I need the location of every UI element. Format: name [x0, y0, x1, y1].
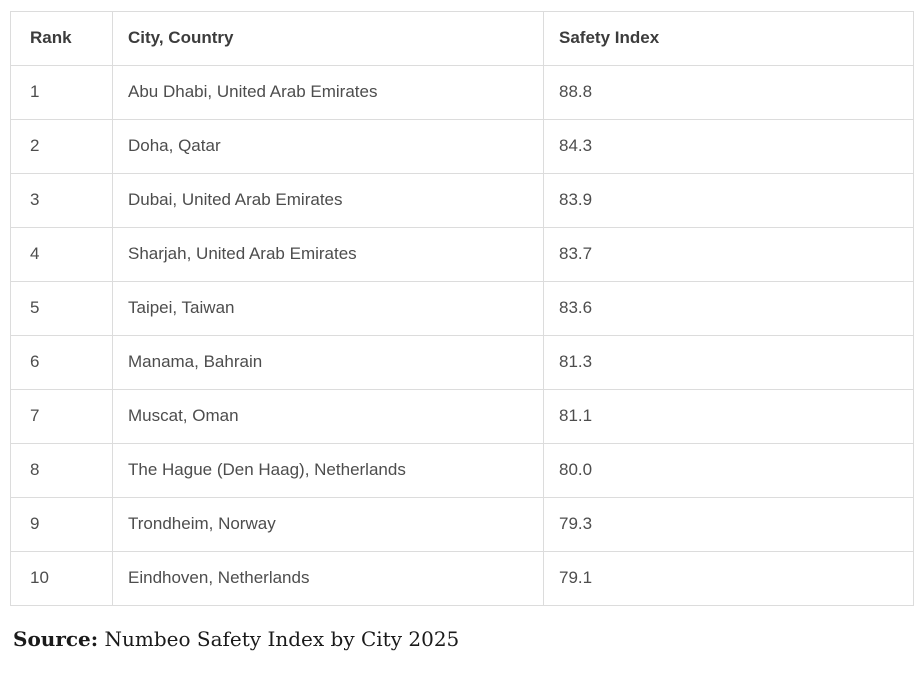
safety-index-cell: 80.0 [543, 443, 914, 498]
city-country-cell: The Hague (Den Haag), Netherlands [112, 443, 544, 498]
table-header-row: Rank City, Country Safety Index [10, 11, 914, 66]
rank-cell: 2 [10, 119, 113, 174]
city-country-cell: Eindhoven, Netherlands [112, 551, 544, 606]
table-row: 9 Trondheim, Norway 79.3 [10, 497, 914, 552]
safety-index-cell: 84.3 [543, 119, 914, 174]
rank-cell: 6 [10, 335, 113, 390]
rank-cell: 4 [10, 227, 113, 282]
table-row: 6 Manama, Bahrain 81.3 [10, 335, 914, 390]
safety-index-cell: 83.7 [543, 227, 914, 282]
column-header-rank: Rank [10, 11, 113, 66]
table-row: 5 Taipei, Taiwan 83.6 [10, 281, 914, 336]
rank-cell: 9 [10, 497, 113, 552]
safety-index-cell: 83.9 [543, 173, 914, 228]
city-country-cell: Muscat, Oman [112, 389, 544, 444]
page: Rank City, Country Safety Index 1 Abu Dha… [10, 11, 914, 651]
city-country-cell: Dubai, United Arab Emirates [112, 173, 544, 228]
table-row: 10 Eindhoven, Netherlands 79.1 [10, 551, 914, 606]
rank-cell: 1 [10, 65, 113, 120]
source-label: Source: [13, 627, 99, 651]
safety-index-cell: 79.1 [543, 551, 914, 606]
column-header-city-country: City, Country [112, 11, 544, 66]
city-country-cell: Sharjah, United Arab Emirates [112, 227, 544, 282]
table-row: 7 Muscat, Oman 81.1 [10, 389, 914, 444]
column-header-safety-index: Safety Index [543, 11, 914, 66]
safety-index-table: Rank City, Country Safety Index 1 Abu Dha… [10, 11, 914, 606]
safety-index-cell: 88.8 [543, 65, 914, 120]
table-body: 1 Abu Dhabi, United Arab Emirates 88.8 2 Doh… [10, 65, 914, 606]
city-country-cell: Trondheim, Norway [112, 497, 544, 552]
safety-index-cell: 83.6 [543, 281, 914, 336]
source-caption: Source: Numbeo Safety Index by City 2025 [13, 627, 913, 651]
city-country-cell: Taipei, Taiwan [112, 281, 544, 336]
safety-index-cell: 79.3 [543, 497, 914, 552]
table-row: 3 Dubai, United Arab Emirates 83.9 [10, 173, 914, 228]
rank-cell: 3 [10, 173, 113, 228]
city-country-cell: Abu Dhabi, United Arab Emirates [112, 65, 544, 120]
rank-cell: 10 [10, 551, 113, 606]
rank-cell: 7 [10, 389, 113, 444]
table-row: 4 Sharjah, United Arab Emirates 83.7 [10, 227, 914, 282]
rank-cell: 5 [10, 281, 113, 336]
table-row: 2 Doha, Qatar 84.3 [10, 119, 914, 174]
city-country-cell: Doha, Qatar [112, 119, 544, 174]
safety-index-cell: 81.3 [543, 335, 914, 390]
source-text: Numbeo Safety Index by City 2025 [104, 627, 460, 651]
rank-cell: 8 [10, 443, 113, 498]
safety-index-cell: 81.1 [543, 389, 914, 444]
table-row: 8 The Hague (Den Haag), Netherlands 80.0 [10, 443, 914, 498]
table-row: 1 Abu Dhabi, United Arab Emirates 88.8 [10, 65, 914, 120]
city-country-cell: Manama, Bahrain [112, 335, 544, 390]
